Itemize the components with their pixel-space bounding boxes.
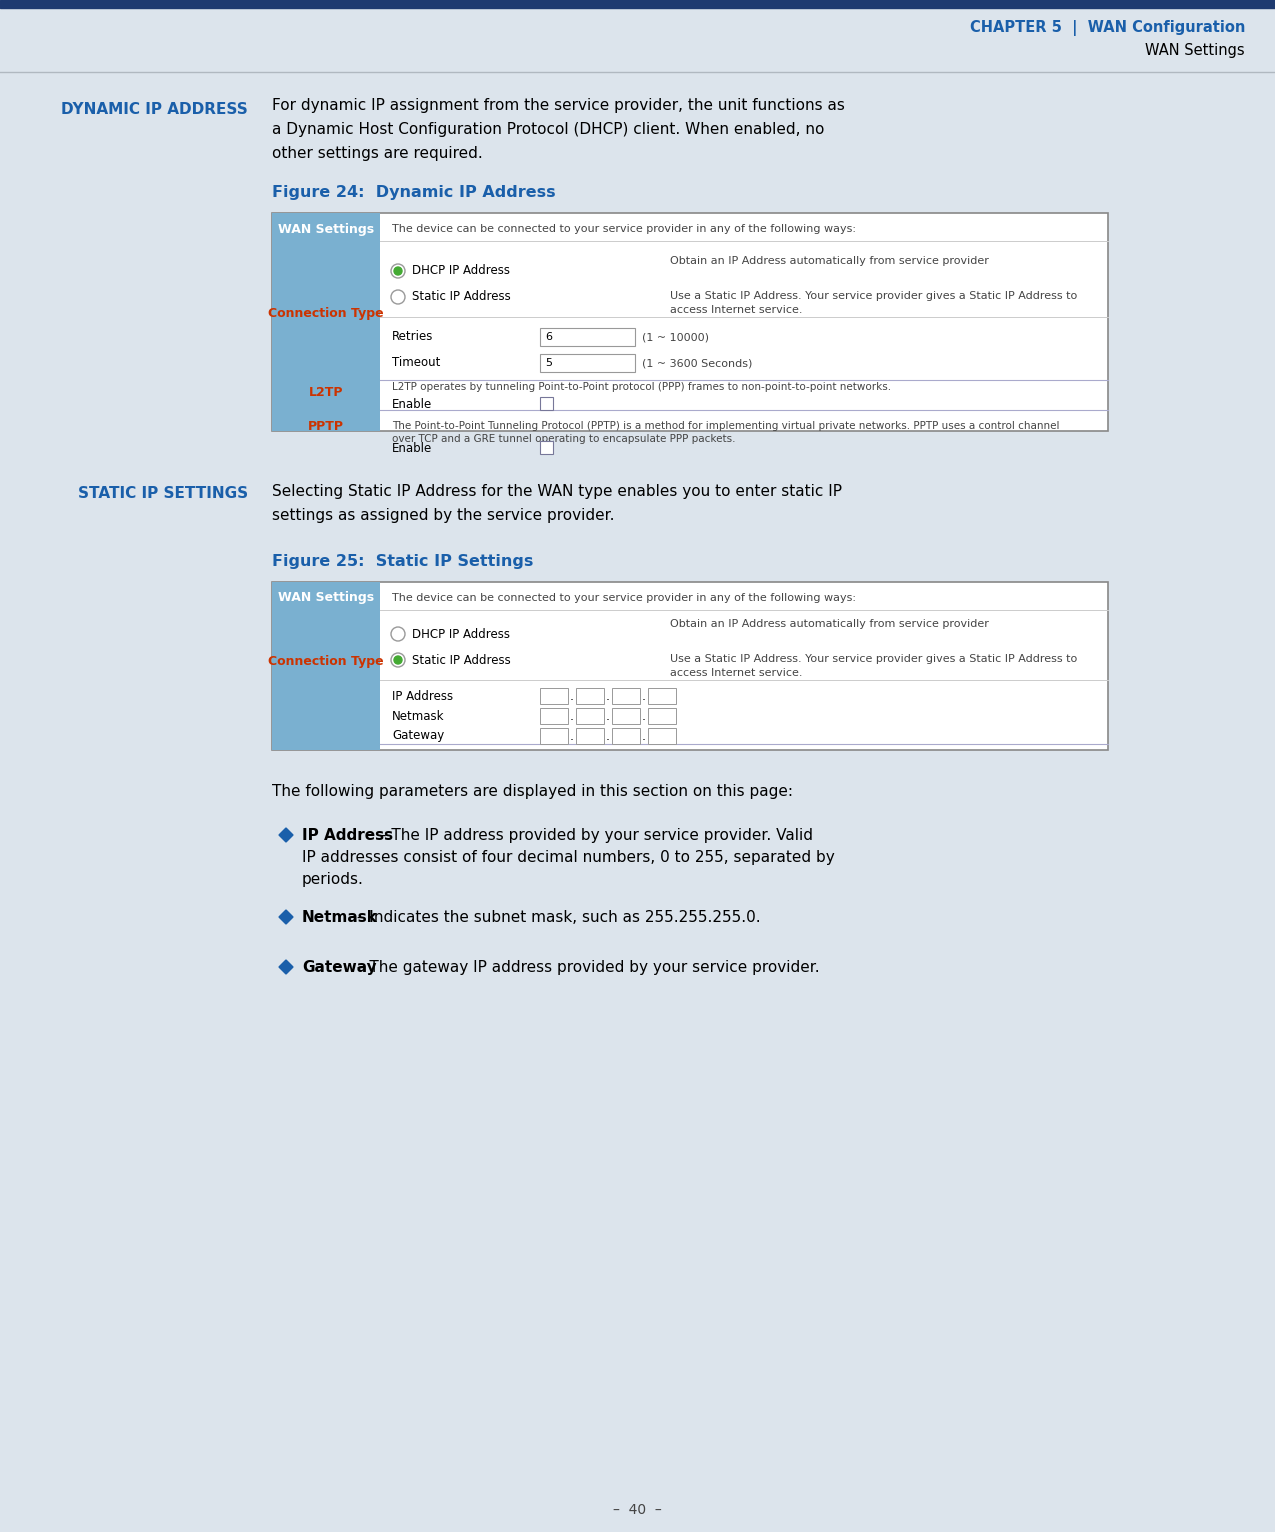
Text: DHCP IP Address: DHCP IP Address	[412, 628, 510, 640]
Text: Use a Static IP Address. Your service provider gives a Static IP Address to: Use a Static IP Address. Your service pr…	[669, 654, 1077, 663]
Text: DYNAMIC IP ADDRESS: DYNAMIC IP ADDRESS	[61, 103, 249, 116]
Text: The device can be connected to your service provider in any of the following way: The device can be connected to your serv…	[391, 593, 856, 604]
Text: .: .	[570, 709, 574, 723]
Text: L2TP: L2TP	[309, 386, 343, 400]
Text: Static IP Address: Static IP Address	[412, 654, 511, 666]
Text: Connection Type: Connection Type	[268, 306, 384, 320]
Text: WAN Settings: WAN Settings	[1145, 43, 1244, 58]
Text: – The gateway IP address provided by your service provider.: – The gateway IP address provided by you…	[352, 961, 820, 974]
Text: other settings are required.: other settings are required.	[272, 146, 483, 161]
Text: .: .	[643, 689, 646, 703]
Text: Gateway: Gateway	[391, 729, 444, 743]
Text: STATIC IP SETTINGS: STATIC IP SETTINGS	[78, 486, 249, 501]
Bar	[0, 0, 1275, 8]
Text: access Internet service.: access Internet service.	[669, 305, 802, 316]
Text: PPTP: PPTP	[309, 420, 344, 434]
Text: Enable: Enable	[391, 443, 432, 455]
FancyBboxPatch shape	[541, 708, 567, 725]
Text: periods.: periods.	[302, 872, 363, 887]
FancyBboxPatch shape	[541, 688, 567, 705]
Text: .: .	[606, 689, 609, 703]
Text: Timeout: Timeout	[391, 357, 440, 369]
FancyBboxPatch shape	[576, 728, 604, 745]
Circle shape	[394, 656, 402, 663]
Text: WAN Settings: WAN Settings	[278, 591, 374, 605]
Text: The Point-to-Point Tunneling Protocol (PPTP) is a method for implementing virtua: The Point-to-Point Tunneling Protocol (P…	[391, 421, 1060, 430]
Text: .: .	[570, 729, 574, 743]
Bar	[0, 8, 1275, 70]
FancyBboxPatch shape	[576, 708, 604, 725]
Text: IP Address: IP Address	[391, 689, 453, 703]
Text: CHAPTER 5  |  WAN Configuration: CHAPTER 5 | WAN Configuration	[969, 20, 1244, 35]
Text: The following parameters are displayed in this section on this page:: The following parameters are displayed i…	[272, 784, 793, 800]
Text: IP addresses consist of four decimal numbers, 0 to 255, separated by: IP addresses consist of four decimal num…	[302, 850, 835, 866]
Text: a Dynamic Host Configuration Protocol (DHCP) client. When enabled, no: a Dynamic Host Configuration Protocol (D…	[272, 123, 825, 136]
Polygon shape	[279, 961, 293, 974]
Text: settings as assigned by the service provider.: settings as assigned by the service prov…	[272, 509, 615, 522]
Text: – The IP address provided by your service provider. Valid: – The IP address provided by your servic…	[374, 827, 813, 843]
FancyBboxPatch shape	[612, 688, 640, 705]
Text: WAN Settings: WAN Settings	[278, 222, 374, 236]
FancyBboxPatch shape	[648, 708, 676, 725]
Bar	[272, 213, 380, 430]
Text: .: .	[643, 729, 646, 743]
FancyBboxPatch shape	[648, 728, 676, 745]
FancyBboxPatch shape	[576, 688, 604, 705]
Text: For dynamic IP assignment from the service provider, the unit functions as: For dynamic IP assignment from the servi…	[272, 98, 845, 113]
FancyBboxPatch shape	[541, 728, 567, 745]
FancyBboxPatch shape	[612, 728, 640, 745]
Text: over TCP and a GRE tunnel operating to encapsulate PPP packets.: over TCP and a GRE tunnel operating to e…	[391, 434, 736, 444]
Text: The device can be connected to your service provider in any of the following way: The device can be connected to your serv…	[391, 224, 856, 234]
FancyBboxPatch shape	[612, 708, 640, 725]
Text: Netmask: Netmask	[302, 910, 377, 925]
Polygon shape	[279, 910, 293, 924]
Bar	[272, 582, 1108, 751]
Text: .: .	[606, 729, 609, 743]
Text: access Internet service.: access Internet service.	[669, 668, 802, 679]
FancyBboxPatch shape	[541, 397, 553, 411]
Text: Netmask: Netmask	[391, 709, 445, 723]
Text: Figure 25:  Static IP Settings: Figure 25: Static IP Settings	[272, 555, 533, 568]
Bar	[272, 582, 380, 751]
Text: L2TP operates by tunneling Point-to-Point protocol (PPP) frames to non-point-to-: L2TP operates by tunneling Point-to-Poin…	[391, 381, 891, 392]
Text: (1 ~ 10000): (1 ~ 10000)	[643, 332, 709, 342]
Text: Selecting Static IP Address for the WAN type enables you to enter static IP: Selecting Static IP Address for the WAN …	[272, 484, 842, 499]
Text: .: .	[570, 689, 574, 703]
Text: Static IP Address: Static IP Address	[412, 291, 511, 303]
Text: .: .	[606, 709, 609, 723]
FancyBboxPatch shape	[541, 441, 553, 453]
FancyBboxPatch shape	[648, 688, 676, 705]
Text: 6: 6	[544, 332, 552, 342]
Text: Use a Static IP Address. Your service provider gives a Static IP Address to: Use a Static IP Address. Your service pr…	[669, 291, 1077, 300]
Text: – Indicates the subnet mask, such as 255.255.255.0.: – Indicates the subnet mask, such as 255…	[352, 910, 761, 925]
Text: Retries: Retries	[391, 331, 434, 343]
Text: 5: 5	[544, 358, 552, 368]
Text: IP Address: IP Address	[302, 827, 393, 843]
FancyBboxPatch shape	[541, 328, 635, 346]
Text: Obtain an IP Address automatically from service provider: Obtain an IP Address automatically from …	[669, 256, 989, 267]
Bar	[272, 213, 1108, 430]
Text: (1 ~ 3600 Seconds): (1 ~ 3600 Seconds)	[643, 358, 752, 368]
FancyBboxPatch shape	[541, 354, 635, 372]
Text: Figure 24:  Dynamic IP Address: Figure 24: Dynamic IP Address	[272, 185, 556, 201]
Text: –  40  –: – 40 –	[612, 1503, 662, 1517]
Text: .: .	[643, 709, 646, 723]
Circle shape	[394, 267, 402, 276]
Polygon shape	[279, 827, 293, 843]
Text: Connection Type: Connection Type	[268, 656, 384, 668]
Text: Enable: Enable	[391, 398, 432, 412]
Text: Obtain an IP Address automatically from service provider: Obtain an IP Address automatically from …	[669, 619, 989, 630]
Text: DHCP IP Address: DHCP IP Address	[412, 265, 510, 277]
Text: Gateway: Gateway	[302, 961, 376, 974]
